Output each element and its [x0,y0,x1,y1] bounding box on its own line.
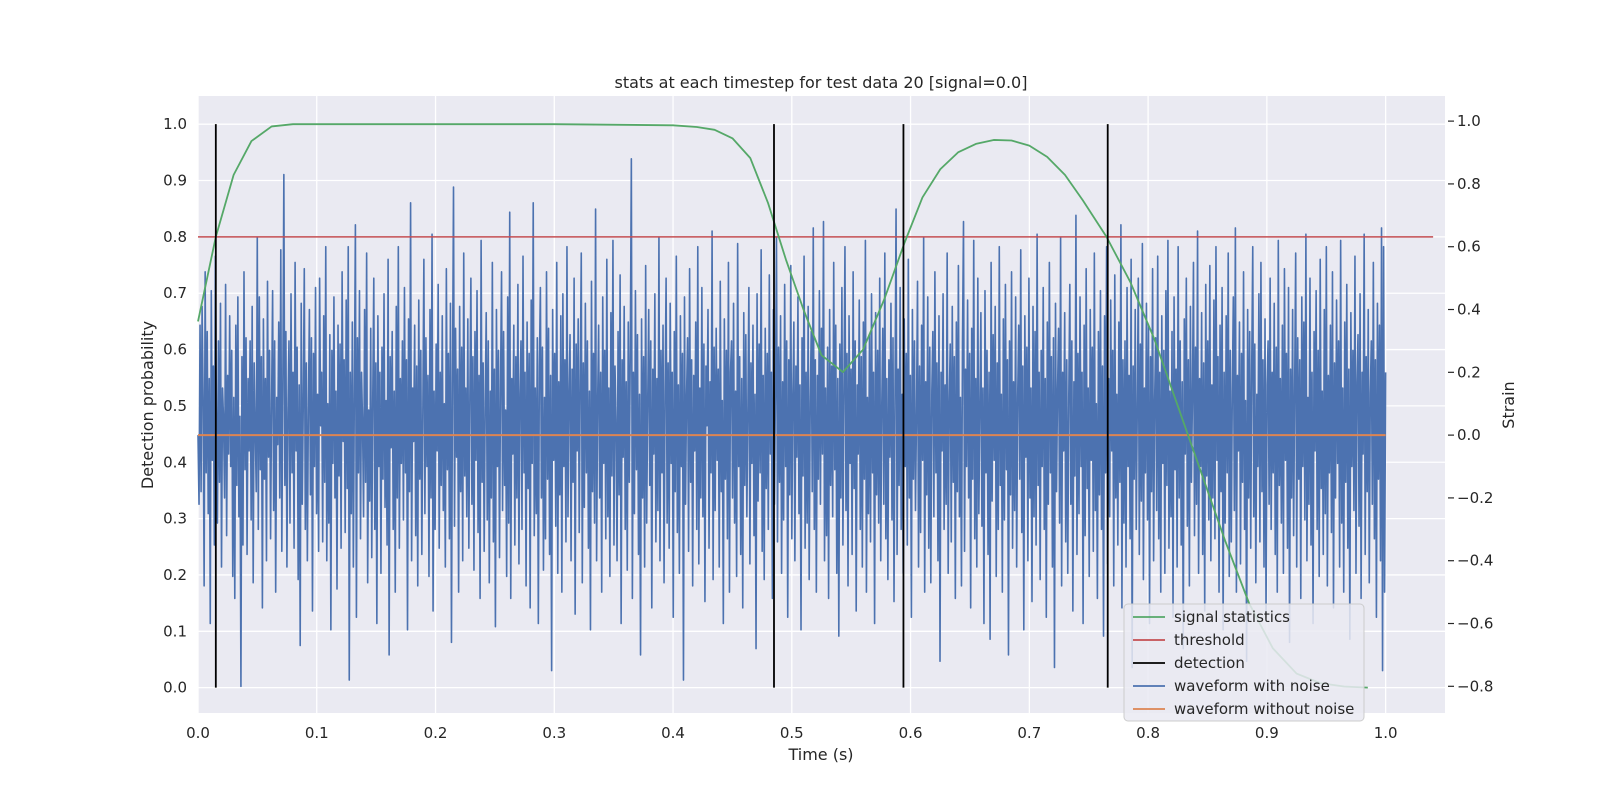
y-right-tick-label: 0.4 [1457,301,1481,319]
y-right-tick-label: 0.8 [1457,175,1481,193]
y-axis-left-label: Detection probability [138,321,157,489]
legend: signal statistics threshold detection wa… [1123,603,1365,722]
x-tick-label: 0.6 [899,724,923,742]
y-right-tick-label: 0.0 [1457,426,1481,444]
x-tick-label: 0.5 [780,724,804,742]
legend-label-waveform-without-noise: waveform without noise [1174,700,1354,718]
x-axis-label: Time (s) [787,745,853,764]
y-right-tick-label: −0.4 [1457,552,1493,570]
y-left-tick-label: 0.0 [163,679,187,697]
x-tick-label: 0.4 [661,724,685,742]
y-left-tick-label: 0.2 [163,566,187,584]
tick-layer: 0.0 0.1 0.2 0.3 0.4 0.5 0.6 0.7 0.8 0.9 1.0 0.0 0.1 0… [163,112,1493,742]
y-left-tick-label: 0.8 [163,228,187,246]
series-signal-statistics [197,123,1368,689]
y-right-tick-label: 0.2 [1457,363,1481,381]
y-right-tick-label: −0.6 [1457,615,1493,633]
y-left-tick-label: 0.9 [163,172,187,190]
y-left-tick-label: 0.4 [163,453,187,471]
y-right-tick-label: −0.8 [1457,677,1493,695]
y-left-tick-label: 0.1 [163,622,187,640]
legend-label-threshold: threshold [1174,631,1245,649]
y-left-tick-label: 0.6 [163,341,187,359]
y-left-tick-label: 0.5 [163,397,187,415]
legend-label-detection: detection [1174,654,1245,672]
chart-title: stats at each timestep for test data 20 … [615,73,1028,92]
y-right-tick-label: −0.2 [1457,489,1493,507]
x-tick-label: 0.0 [186,724,210,742]
x-tick-label: 0.2 [424,724,448,742]
y-axis-right-label: Strain [1499,381,1518,428]
x-tick-label: 0.1 [305,724,329,742]
data-layer [197,123,1434,689]
x-tick-label: 0.7 [1017,724,1041,742]
series-waveform-with-noise [197,158,1387,688]
x-tick-label: 1.0 [1374,724,1398,742]
legend-label-waveform-with-noise: waveform with noise [1174,677,1330,695]
y-right-tick-label: 0.6 [1457,238,1481,256]
y-left-tick-label: 1.0 [163,115,187,133]
y-right-tick-label: 1.0 [1457,112,1481,130]
y-left-tick-label: 0.3 [163,510,187,528]
legend-box [1123,603,1365,722]
x-tick-label: 0.8 [1136,724,1160,742]
y-left-tick-label: 0.7 [163,284,187,302]
x-tick-label: 0.3 [542,724,566,742]
legend-label-signal-statistics: signal statistics [1174,608,1290,626]
x-tick-label: 0.9 [1255,724,1279,742]
